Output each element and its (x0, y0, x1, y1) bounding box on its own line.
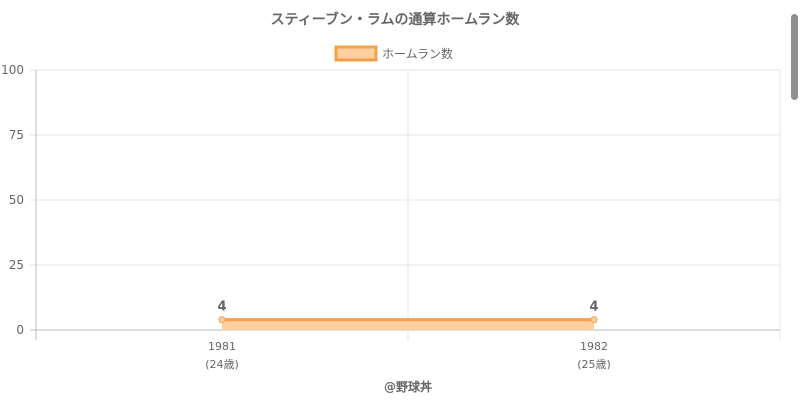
chart-title: スティーブン・ラムの通算ホームラン数 (271, 11, 521, 28)
scrollbar[interactable] (791, 14, 798, 100)
y-tick-label: 75 (9, 128, 24, 142)
data-point (218, 316, 226, 324)
legend-swatch (334, 45, 378, 62)
y-tick-label: 25 (9, 258, 24, 272)
x-tick-label: 1981 (208, 340, 236, 353)
x-tick-label: 1982 (580, 340, 608, 353)
y-tick-label: 50 (9, 193, 24, 207)
data-point (590, 316, 598, 324)
y-tick-label: 100 (1, 63, 24, 77)
y-axis: 0 25 50 75 100 (1, 63, 24, 337)
legend[interactable]: ホームラン数 (334, 45, 453, 62)
footer-credit: @野球丼 (384, 379, 432, 394)
data-label: 4 (217, 300, 226, 315)
x-axis: 1981 (24歳) 1982 (25歳) (205, 340, 611, 371)
x-tick-sublabel: (24歳) (205, 358, 239, 371)
data-label: 4 (589, 300, 598, 315)
x-tick-sublabel: (25歳) (577, 358, 611, 371)
grid (30, 69, 781, 340)
legend-label: ホームラン数 (382, 46, 453, 61)
series-area (222, 319, 594, 330)
y-tick-label: 0 (16, 323, 24, 337)
